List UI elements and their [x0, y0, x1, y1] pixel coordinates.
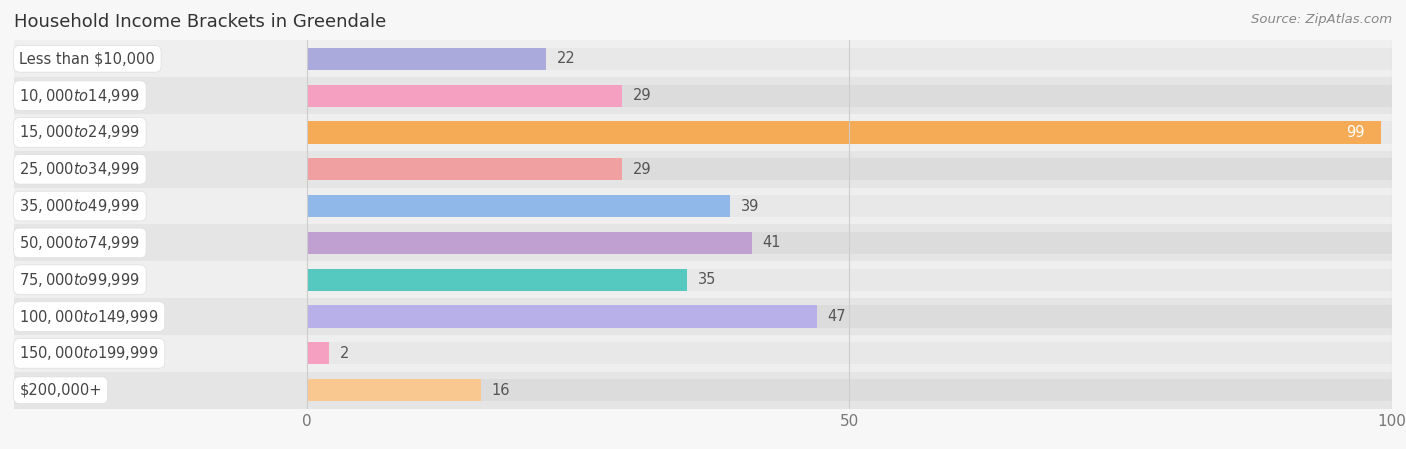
- Bar: [307, 232, 1392, 254]
- Text: 99: 99: [1347, 125, 1365, 140]
- Text: 29: 29: [633, 162, 651, 177]
- Text: 39: 39: [741, 198, 759, 214]
- Bar: [14, 151, 1392, 188]
- Bar: [14, 335, 1392, 372]
- Bar: [307, 342, 329, 365]
- Bar: [307, 48, 546, 70]
- Text: $50,000 to $74,999: $50,000 to $74,999: [20, 234, 141, 252]
- Text: 35: 35: [697, 272, 716, 287]
- Text: 22: 22: [557, 51, 575, 66]
- Bar: [307, 158, 621, 180]
- Text: $100,000 to $149,999: $100,000 to $149,999: [20, 308, 159, 326]
- Bar: [307, 84, 1392, 107]
- Bar: [14, 77, 1392, 114]
- Text: Household Income Brackets in Greendale: Household Income Brackets in Greendale: [14, 13, 387, 31]
- Bar: [307, 305, 817, 328]
- Text: $200,000+: $200,000+: [20, 383, 101, 398]
- Text: $35,000 to $49,999: $35,000 to $49,999: [20, 197, 141, 215]
- Bar: [307, 269, 1392, 291]
- Bar: [307, 269, 686, 291]
- Bar: [307, 379, 481, 401]
- Bar: [307, 48, 1392, 70]
- Text: 2: 2: [339, 346, 349, 361]
- Bar: [14, 114, 1392, 151]
- Text: 16: 16: [492, 383, 510, 398]
- Bar: [14, 298, 1392, 335]
- Text: $15,000 to $24,999: $15,000 to $24,999: [20, 123, 141, 141]
- Bar: [307, 84, 621, 107]
- Bar: [14, 40, 1392, 77]
- Text: $150,000 to $199,999: $150,000 to $199,999: [20, 344, 159, 362]
- Text: $75,000 to $99,999: $75,000 to $99,999: [20, 271, 141, 289]
- Text: 47: 47: [828, 309, 846, 324]
- Text: $25,000 to $34,999: $25,000 to $34,999: [20, 160, 141, 178]
- Bar: [307, 121, 1392, 144]
- Bar: [307, 342, 1392, 365]
- Bar: [307, 121, 1381, 144]
- Bar: [307, 305, 1392, 328]
- Text: Less than $10,000: Less than $10,000: [20, 51, 155, 66]
- Bar: [307, 195, 1392, 217]
- Bar: [307, 379, 1392, 401]
- Bar: [307, 232, 752, 254]
- Bar: [307, 158, 1392, 180]
- Bar: [14, 261, 1392, 298]
- Bar: [14, 372, 1392, 409]
- Bar: [307, 195, 730, 217]
- Bar: [14, 224, 1392, 261]
- Text: 41: 41: [762, 235, 782, 251]
- Text: 29: 29: [633, 88, 651, 103]
- Text: $10,000 to $14,999: $10,000 to $14,999: [20, 87, 141, 105]
- Text: Source: ZipAtlas.com: Source: ZipAtlas.com: [1251, 13, 1392, 26]
- Bar: [14, 188, 1392, 224]
